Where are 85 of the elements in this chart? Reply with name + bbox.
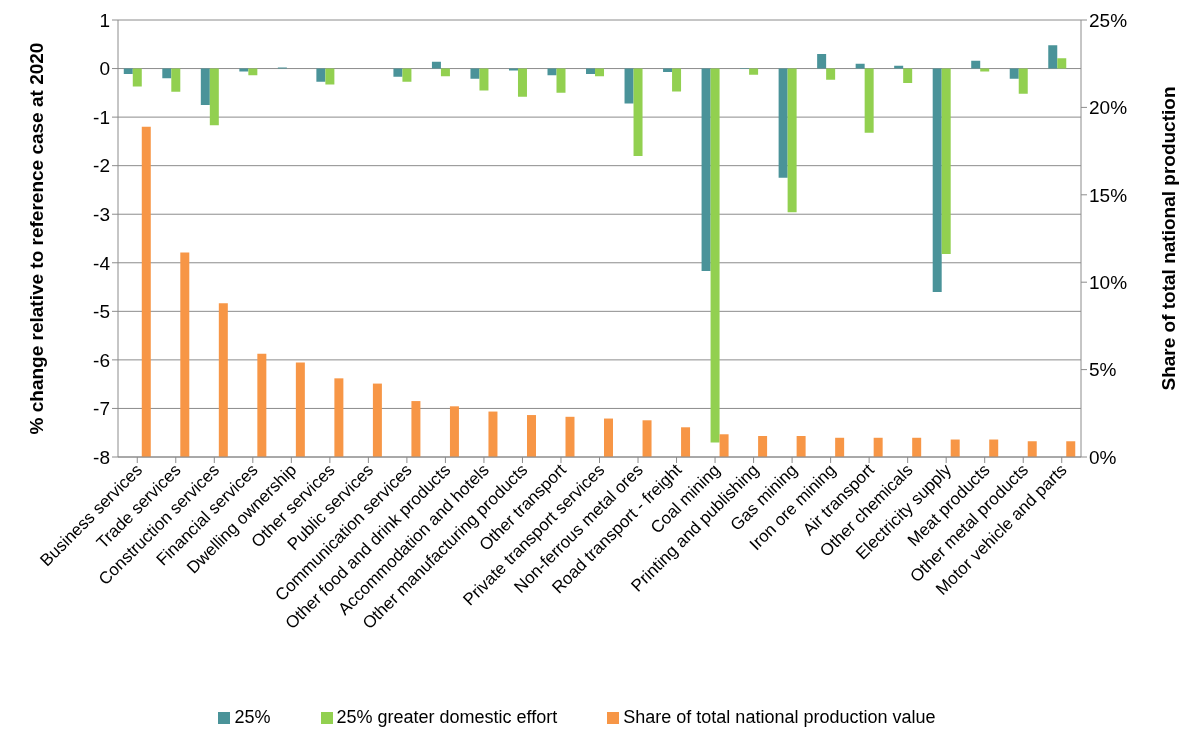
bar	[826, 68, 836, 80]
bar	[903, 68, 913, 84]
bar	[200, 68, 210, 105]
bar	[334, 378, 344, 457]
bar	[710, 68, 720, 443]
bar	[171, 68, 181, 92]
bar	[796, 436, 806, 457]
bar	[526, 415, 536, 457]
bar	[932, 68, 942, 292]
bar	[1009, 68, 1019, 79]
bar	[1018, 68, 1028, 94]
legend-label: 25% greater domestic effort	[336, 707, 558, 727]
bar	[180, 252, 190, 457]
bar	[411, 401, 421, 457]
bar	[855, 63, 865, 69]
bar	[479, 68, 489, 91]
bar	[325, 68, 335, 85]
bar	[440, 68, 450, 77]
y2-tick-label: 20%	[1089, 97, 1128, 119]
legend-label: Share of total national production value	[623, 707, 936, 727]
bar	[209, 68, 219, 126]
bar	[894, 65, 904, 69]
y-tick-label: -5	[93, 301, 110, 323]
bar	[873, 437, 883, 457]
bar	[817, 53, 827, 69]
bar	[556, 68, 566, 93]
bar	[749, 68, 759, 75]
bar	[141, 126, 151, 457]
bar	[989, 439, 999, 457]
y-tick-label: -2	[93, 155, 110, 177]
bar	[950, 439, 960, 457]
y2-tick-label: 10%	[1089, 271, 1128, 293]
y2-axis-title: Share of total national production	[1157, 86, 1179, 391]
bar	[257, 353, 267, 457]
y-tick-label: 0	[99, 58, 110, 80]
y-axis-title: % change relative to reference case at 2020	[25, 42, 47, 435]
bar	[758, 436, 768, 457]
bar	[1057, 58, 1067, 69]
y2-tick-label: 25%	[1089, 9, 1128, 31]
bar	[971, 60, 981, 69]
bar	[1048, 45, 1058, 69]
y-tick-label: -7	[93, 398, 110, 420]
bar	[517, 68, 527, 97]
bar	[470, 68, 480, 79]
bar	[912, 437, 922, 457]
bar	[132, 68, 142, 87]
bar	[787, 68, 797, 213]
bar	[449, 406, 459, 457]
y-tick-label: -8	[93, 446, 110, 468]
bar	[595, 68, 605, 77]
bar	[778, 68, 788, 178]
bar	[864, 68, 874, 133]
bar	[642, 420, 652, 457]
bar	[604, 418, 614, 457]
bar	[701, 68, 711, 272]
bar	[488, 411, 498, 457]
bar	[123, 68, 133, 74]
bar	[672, 68, 682, 92]
y-tick-label: -6	[93, 349, 110, 371]
bar	[719, 434, 729, 457]
bar	[633, 68, 643, 156]
y-tick-label: 1	[99, 9, 110, 31]
bar	[624, 68, 634, 104]
y-tick-label: -1	[93, 106, 110, 128]
bar	[393, 68, 403, 77]
y2-tick-label: 5%	[1089, 359, 1117, 381]
y-tick-label: -3	[93, 203, 110, 225]
legend-label: 25%	[234, 707, 271, 727]
bar	[316, 68, 326, 82]
y2-tick-label: 0%	[1089, 446, 1117, 468]
bar	[162, 68, 172, 79]
bar	[1066, 441, 1076, 457]
y2-tick-label: 15%	[1089, 184, 1128, 206]
bar	[431, 61, 441, 69]
bar	[372, 383, 382, 457]
bar	[218, 303, 228, 457]
bar	[941, 68, 951, 255]
bar	[1027, 441, 1037, 457]
y-tick-label: -4	[93, 252, 111, 274]
bar	[835, 437, 845, 457]
bar	[565, 416, 575, 457]
bar	[586, 68, 596, 74]
bar	[681, 427, 691, 457]
bar	[402, 68, 412, 82]
bar	[295, 362, 305, 457]
